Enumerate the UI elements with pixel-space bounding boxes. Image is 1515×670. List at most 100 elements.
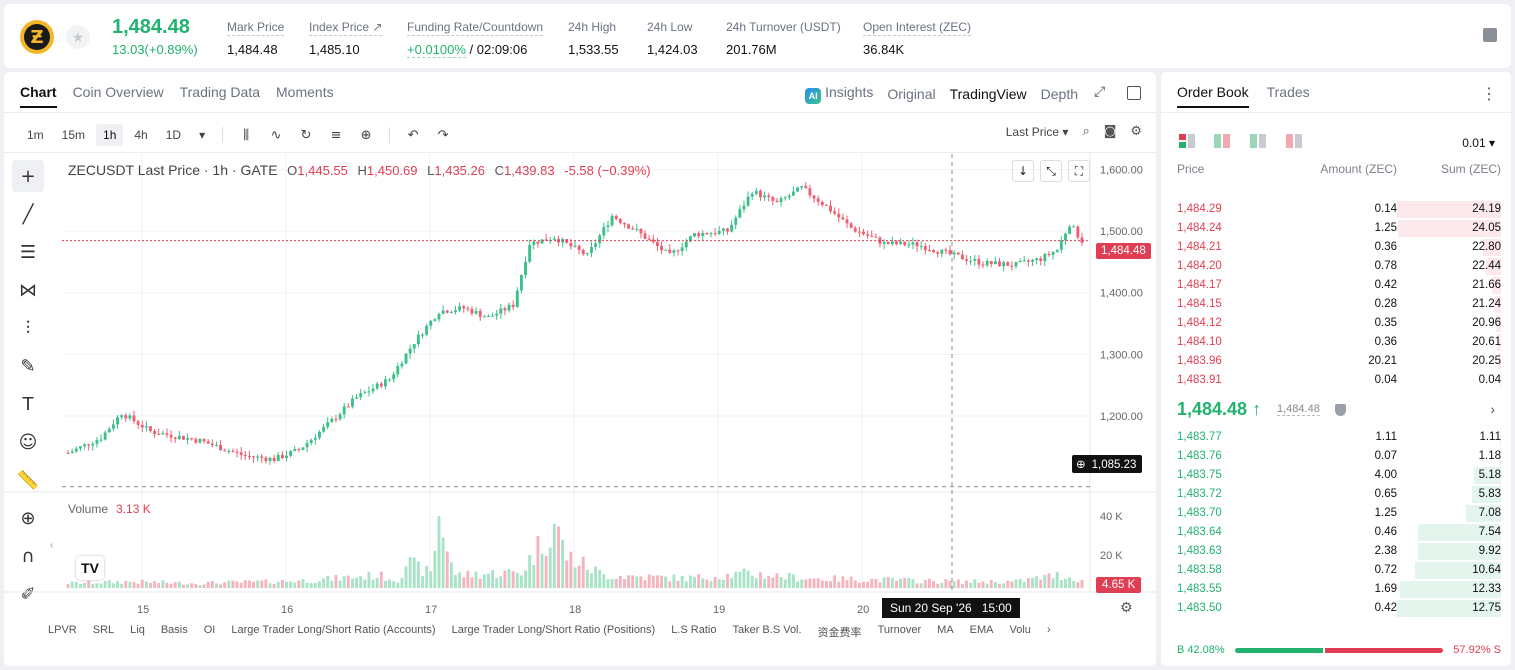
horizontal-lines-icon[interactable]: ☰ (19, 241, 37, 263)
text-icon[interactable]: T (22, 393, 34, 415)
ask-row[interactable]: 1,484.10 0.36 20.61 (1161, 333, 1511, 352)
undo-icon[interactable]: ↶ (407, 127, 419, 143)
ask-row[interactable]: 1,483.91 0.04 0.04 (1161, 371, 1511, 390)
timeframe-1h[interactable]: 1h (96, 124, 124, 146)
add-indicator-icon[interactable]: ⊕ (360, 127, 372, 143)
stat-label[interactable]: Open Interest (ZEC) (863, 20, 972, 36)
ask-row[interactable]: 1,483.96 20.21 20.25 (1161, 352, 1511, 371)
chevron-right-icon[interactable]: › (1046, 624, 1051, 636)
row-amount: 0.42 (1374, 602, 1397, 614)
timeframe-1d[interactable]: 1D (165, 128, 182, 142)
stat-label[interactable]: Funding Rate/Countdown (407, 20, 544, 36)
ask-row[interactable]: 1,484.12 0.35 20.96 (1161, 314, 1511, 333)
tab-original[interactable]: Original (887, 86, 936, 102)
collapse-icon[interactable]: ⤡ (1040, 160, 1062, 182)
bid-row[interactable]: 1,483.76 0.07 1.18 (1161, 447, 1511, 466)
indicator-funding-rate[interactable]: 资金费率 (817, 626, 862, 639)
camera-icon[interactable]: ◙ (1103, 124, 1117, 139)
chevron-right-icon[interactable]: › (1490, 401, 1495, 417)
timeframe-15m[interactable]: 15m (61, 128, 86, 142)
indicator-srl[interactable]: SRL (92, 624, 115, 636)
settings-icon[interactable]: ⚙ (1130, 124, 1142, 139)
search-icon[interactable]: ⌕ (1082, 124, 1090, 139)
ask-row[interactable]: 1,484.24 1.25 24.05 (1161, 219, 1511, 238)
tab-depth[interactable]: Depth (1040, 86, 1078, 102)
tab-order-book[interactable]: Order Book (1177, 84, 1249, 108)
timeframe-dropdown[interactable]: ▾ (199, 128, 206, 142)
tab-coin-overview[interactable]: Coin Overview (72, 84, 164, 100)
ask-row[interactable]: 1,484.21 0.36 22.80 (1161, 238, 1511, 257)
more-options-icon[interactable]: ⋮ (1481, 86, 1497, 103)
brush-icon[interactable]: ✎ (20, 355, 36, 377)
book-icon[interactable] (1483, 28, 1497, 42)
indicator-basis[interactable]: Basis (160, 624, 188, 636)
mode-bids-asks-icon[interactable] (1214, 134, 1230, 148)
price-source-select[interactable]: Last Price ▾ (1005, 124, 1069, 139)
precision-select[interactable]: 0.01 ▾ (1462, 136, 1495, 150)
ask-row[interactable]: 1,484.29 0.14 24.19 (1161, 200, 1511, 219)
pattern-icon[interactable]: ⋈ (19, 279, 37, 301)
indicator-ltlsr-accounts[interactable]: Large Trader Long/Short Ratio (Accounts) (231, 624, 436, 636)
crosshair-icon[interactable]: + (12, 160, 44, 192)
time-settings-icon[interactable]: ⚙ (1120, 600, 1133, 616)
indicator-lpvr[interactable]: LPVR (48, 624, 77, 636)
pencil-lock-icon[interactable]: ✐ (20, 583, 36, 605)
tab-trading-data[interactable]: Trading Data (179, 84, 261, 100)
tradingview-logo-icon[interactable]: TV (76, 556, 104, 580)
volume-bar (853, 580, 857, 588)
mode-both-icon[interactable] (1179, 134, 1195, 148)
indicators-icon[interactable]: ∿ (270, 127, 282, 143)
fib-icon[interactable]: ⫶ (25, 317, 31, 339)
indicator-turnover[interactable]: Turnover (877, 624, 922, 636)
candle-type-icon[interactable]: ⫼ (243, 127, 250, 143)
indicator-liq[interactable]: Liq (130, 624, 145, 636)
window-icon[interactable] (1127, 86, 1141, 100)
bid-row[interactable]: 1,483.70 1.25 7.08 (1161, 504, 1511, 523)
list-icon[interactable]: ≡ (330, 127, 342, 143)
mode-bids-icon[interactable] (1250, 134, 1266, 148)
bid-row[interactable]: 1,483.63 2.38 9.92 (1161, 542, 1511, 561)
expand-icon[interactable]: ⤢ (1094, 84, 1106, 100)
indicator-ls-ratio[interactable]: L.S Ratio (671, 624, 717, 636)
mode-asks-icon[interactable] (1286, 134, 1302, 148)
stat-label[interactable]: Index Price ↗ (309, 20, 383, 36)
emoji-icon[interactable]: ☺ (18, 431, 38, 453)
plus-circle-icon[interactable]: ⊕ (1076, 457, 1086, 471)
bid-row[interactable]: 1,483.58 0.72 10.64 (1161, 561, 1511, 580)
bid-row[interactable]: 1,483.75 4.00 5.18 (1161, 466, 1511, 485)
refresh-icon[interactable]: ↻ (300, 127, 312, 143)
magnet-icon[interactable]: ∩ (21, 545, 35, 567)
tab-trades[interactable]: Trades (1266, 84, 1310, 100)
stat-label[interactable]: Mark Price (227, 20, 285, 36)
indicator-taker-bs-vol[interactable]: Taker B.S Vol. (732, 624, 802, 636)
collapse-arrow-icon[interactable]: ‹ (50, 540, 54, 551)
tab-tradingview[interactable]: TradingView (949, 86, 1027, 102)
indicator-ltlsr-positions[interactable]: Large Trader Long/Short Ratio (Positions… (451, 624, 656, 636)
tab-chart[interactable]: Chart (20, 84, 57, 108)
timeframe-4h[interactable]: 4h (134, 128, 148, 142)
zoom-in-icon[interactable]: ⊕ (20, 507, 36, 529)
bid-row[interactable]: 1,483.50 0.42 12.75 (1161, 599, 1511, 618)
bid-row[interactable]: 1,483.64 0.46 7.54 (1161, 523, 1511, 542)
row-sum: 9.92 (1478, 545, 1501, 557)
tab-insights[interactable]: AI Insights (805, 84, 873, 104)
bid-row[interactable]: 1,483.77 1.11 1.11 (1161, 428, 1511, 447)
indicator-ema[interactable]: EMA (969, 624, 994, 636)
favorite-star-icon[interactable]: ★ (66, 25, 90, 49)
ask-row[interactable]: 1,484.15 0.28 21.24 (1161, 295, 1511, 314)
trend-line-icon[interactable]: ╱ (22, 203, 34, 225)
bid-row[interactable]: 1,483.55 1.69 12.33 (1161, 580, 1511, 599)
indicator-volume[interactable]: Volu (1009, 624, 1031, 636)
indicator-oi[interactable]: OI (203, 624, 216, 636)
redo-icon[interactable]: ↷ (437, 127, 449, 143)
timeframe-1m[interactable]: 1m (27, 128, 44, 142)
fullscreen-icon[interactable]: ⛶ (1068, 160, 1090, 182)
tab-moments[interactable]: Moments (276, 84, 334, 100)
ask-row[interactable]: 1,484.17 0.42 21.66 (1161, 276, 1511, 295)
indicator-ma[interactable]: MA (937, 624, 954, 636)
price-chart[interactable]: 1,600.00 1,500.00 1,400.00 1,300.00 1,200.00… (4, 72, 1156, 666)
ask-row[interactable]: 1,484.20 0.78 22.44 (1161, 257, 1511, 276)
bid-row[interactable]: 1,483.72 0.65 5.83 (1161, 485, 1511, 504)
ruler-icon[interactable]: 📏 (16, 469, 40, 491)
arrow-down-icon[interactable]: ↓ (1012, 160, 1034, 182)
